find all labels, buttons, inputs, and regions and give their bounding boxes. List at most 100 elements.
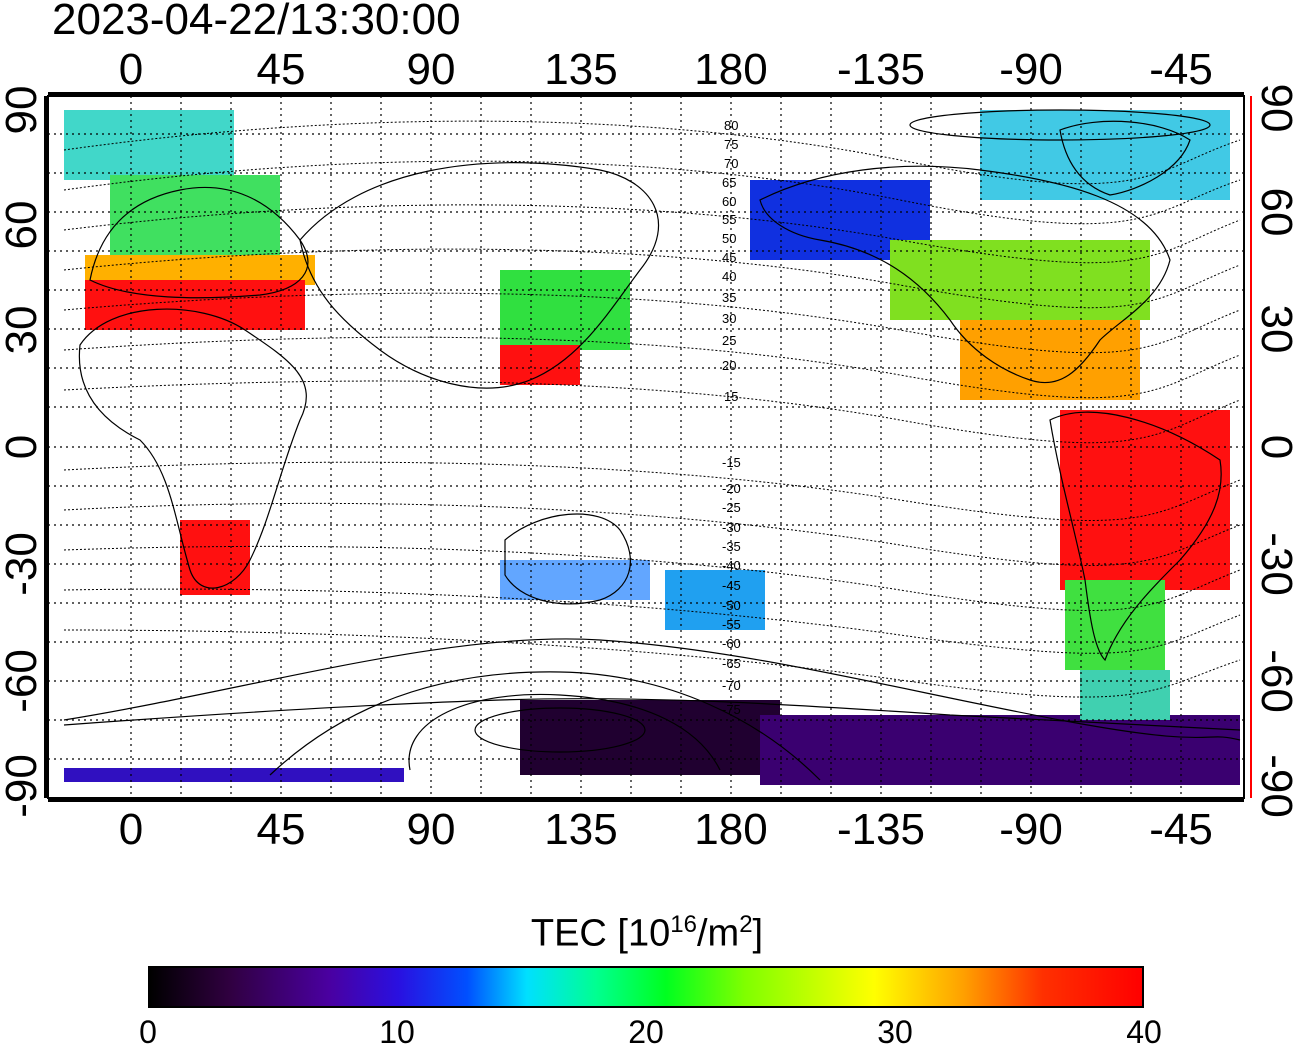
contour-label: -60 (722, 636, 741, 651)
tec-region-china-south (500, 345, 580, 385)
tec-region-australia (500, 560, 650, 600)
tec-region-mediterranean (85, 280, 305, 330)
tec-region-south-america (1060, 410, 1230, 590)
longitude-tick: -90 (999, 805, 1063, 854)
coastlines (63, 120, 1241, 731)
magnetic-contours (63, 120, 1241, 698)
latitude-tick: 90 (1252, 84, 1294, 133)
longitude-tick: 135 (544, 45, 617, 94)
latitude-tick: -60 (1252, 649, 1294, 713)
contour-labels: 80 75 70 65 60 55 50 45 40 35 30 25 20 1… (722, 118, 741, 717)
longitude-axis-bottom: 0 45 90 135 180 -135 -90 -45 (119, 805, 1213, 854)
contour-label: -75 (722, 702, 741, 717)
contour-label: -65 (722, 656, 741, 671)
longitude-tick: 135 (544, 805, 617, 854)
contour-label: 35 (722, 290, 736, 305)
contour-label: -25 (722, 500, 741, 515)
timestamp: 2023-04-22/13:30:00 (52, 0, 461, 44)
tec-region-arctic-europe (64, 110, 234, 180)
colorbar-tick: 0 (139, 1014, 157, 1050)
latitude-tick: -90 (0, 754, 46, 818)
latitude-tick: 30 (1252, 305, 1294, 354)
longitude-tick: -135 (837, 805, 925, 854)
contour-label: 70 (724, 156, 738, 171)
contour-label: -15 (722, 455, 741, 470)
longitude-tick: 45 (257, 45, 306, 94)
tec-map: 80 75 70 65 60 55 50 45 40 35 30 25 20 1… (0, 45, 1294, 854)
tec-region-patagonia (1065, 580, 1165, 670)
longitude-tick: 0 (119, 45, 143, 94)
colorbar-title-unit: /m (696, 912, 740, 955)
latitude-tick: 60 (1252, 188, 1294, 237)
latitude-tick: -30 (1252, 532, 1294, 596)
contour-label: 80 (724, 118, 738, 133)
latitude-axis-right: 90 60 30 0 -30 -60 -90 (1252, 84, 1294, 818)
longitude-axis-top: 0 45 90 135 180 -135 -90 -45 (119, 45, 1213, 94)
tec-region-antarctic-east (760, 715, 1240, 785)
frame-top-bar (48, 92, 1244, 97)
contour-label: -20 (722, 481, 741, 496)
contour-label: 75 (724, 137, 738, 152)
frame-bottom-bar (48, 797, 1244, 802)
contour-label: 25 (722, 333, 736, 348)
tec-region-canada-north (980, 110, 1230, 200)
frame-right-bar-red (1250, 96, 1252, 798)
latitude-tick: 30 (0, 306, 46, 355)
longitude-tick: -135 (837, 45, 925, 94)
colorbar-title-exponent: 16 (670, 911, 697, 938)
latitude-tick: 0 (1252, 435, 1294, 459)
greenland-outline (1059, 120, 1191, 196)
contour-label: 30 (722, 311, 736, 326)
contour-label: 50 (722, 231, 736, 246)
colorbar-tick: 30 (877, 1014, 913, 1050)
north-america-outline (759, 165, 1171, 384)
contour-label: -40 (722, 558, 741, 573)
africa-outline (78, 308, 307, 589)
longitude-tick: 180 (694, 805, 767, 854)
frame-left-bar (44, 96, 49, 798)
latitude-tick: 0 (0, 435, 46, 459)
contour-label: -30 (722, 520, 741, 535)
longitude-tick: -90 (999, 45, 1063, 94)
tec-region-antarctic-pacific (520, 700, 780, 775)
contour-label: -45 (722, 578, 741, 593)
tec-region-antarctic-peninsula (1080, 670, 1170, 720)
latitude-tick: -30 (0, 532, 46, 596)
contour-label: 20 (722, 358, 736, 373)
tec-region-east-asia (500, 270, 630, 350)
contour-label: 40 (722, 269, 736, 284)
longitude-tick: -45 (1149, 45, 1213, 94)
contour-label: 55 (722, 212, 736, 227)
antarctica-outline (63, 698, 1241, 731)
tec-region-europe (110, 175, 280, 255)
contour-label: 45 (722, 250, 736, 265)
magnetic-contours-solid (63, 109, 1241, 781)
contour-label: -35 (722, 539, 741, 554)
colorbar-tick: 40 (1126, 1014, 1162, 1050)
map-grid (48, 96, 1244, 798)
south-america-outline (1049, 411, 1222, 662)
longitude-tick: 180 (694, 45, 767, 94)
tec-region-new-zealand (665, 570, 765, 630)
tec-region-antarctic-band (64, 768, 404, 782)
tec-region-africa-south (180, 520, 250, 595)
colorbar-title-exponent-2: 2 (739, 911, 753, 938)
australia-outline (504, 513, 631, 605)
colorbar-title: TEC [1016/m2] (0, 903, 1294, 956)
latitude-tick: -90 (1252, 754, 1294, 818)
longitude-tick: 45 (257, 805, 306, 854)
colorbar-title-main: TEC [10 (530, 912, 671, 955)
latitude-tick: 60 (0, 201, 46, 250)
longitude-tick: 90 (407, 45, 456, 94)
colorbar-tick: 10 (379, 1014, 415, 1050)
asia-outline (299, 162, 660, 389)
contour-label: 60 (722, 194, 736, 209)
contour-label: -70 (722, 678, 741, 693)
latitude-tick: -60 (0, 649, 46, 713)
contour-label: -55 (722, 617, 741, 632)
longitude-tick: 90 (407, 805, 456, 854)
colorbar (148, 966, 1144, 1008)
contour-label: 65 (722, 175, 736, 190)
latitude-tick: 90 (0, 86, 46, 135)
longitude-tick: 0 (119, 805, 143, 854)
